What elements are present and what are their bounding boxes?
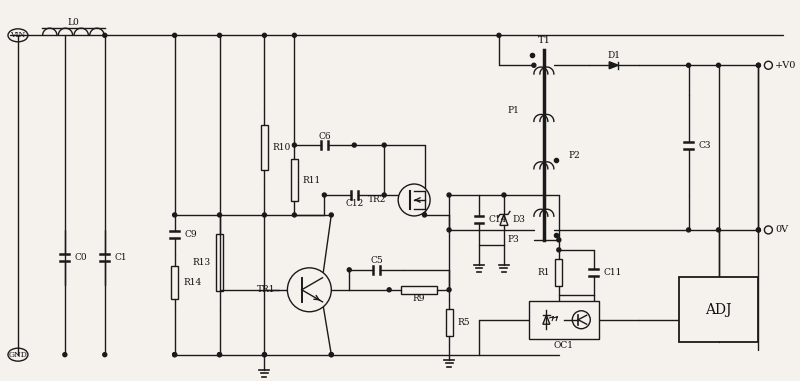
Bar — [261, 125, 268, 170]
Circle shape — [173, 213, 177, 217]
Text: R11: R11 — [303, 176, 321, 184]
Text: C3: C3 — [698, 141, 710, 150]
Text: C11: C11 — [603, 268, 622, 277]
Text: P1: P1 — [507, 106, 519, 115]
Circle shape — [757, 228, 761, 232]
Circle shape — [330, 213, 334, 217]
Circle shape — [330, 353, 334, 357]
Circle shape — [173, 353, 177, 357]
Circle shape — [387, 288, 391, 292]
Circle shape — [717, 228, 721, 232]
Text: R10: R10 — [273, 143, 291, 152]
Circle shape — [382, 143, 386, 147]
Circle shape — [262, 213, 266, 217]
Circle shape — [757, 63, 761, 67]
Bar — [216, 234, 223, 291]
Circle shape — [382, 193, 386, 197]
Text: C1: C1 — [114, 253, 127, 262]
Circle shape — [686, 63, 690, 67]
Text: T1: T1 — [538, 36, 550, 45]
Circle shape — [447, 288, 451, 292]
Circle shape — [497, 33, 501, 37]
Text: D3: D3 — [513, 215, 526, 224]
Ellipse shape — [8, 29, 28, 42]
Circle shape — [557, 248, 561, 252]
Circle shape — [347, 268, 351, 272]
Circle shape — [757, 228, 761, 232]
Circle shape — [330, 353, 334, 357]
Text: VIN: VIN — [10, 31, 26, 39]
Polygon shape — [610, 62, 618, 69]
Circle shape — [757, 63, 761, 67]
Circle shape — [287, 268, 331, 312]
Circle shape — [717, 63, 721, 67]
Circle shape — [686, 228, 690, 232]
Circle shape — [218, 213, 222, 217]
Circle shape — [102, 33, 106, 37]
Ellipse shape — [8, 348, 28, 361]
Text: C14: C14 — [489, 215, 507, 224]
Circle shape — [292, 143, 296, 147]
Bar — [171, 266, 178, 299]
Text: P3: P3 — [507, 235, 519, 244]
Text: C12: C12 — [345, 200, 363, 208]
Text: TR1: TR1 — [257, 285, 275, 294]
Circle shape — [557, 238, 561, 242]
Text: R9: R9 — [413, 294, 426, 303]
Text: C9: C9 — [184, 231, 197, 239]
Text: ADJ: ADJ — [706, 303, 732, 317]
Bar — [401, 286, 437, 294]
Circle shape — [102, 353, 106, 357]
Circle shape — [292, 33, 296, 37]
Circle shape — [447, 228, 451, 232]
Text: C0: C0 — [74, 253, 87, 262]
Text: R14: R14 — [183, 278, 202, 287]
Circle shape — [292, 213, 296, 217]
Circle shape — [63, 353, 67, 357]
Circle shape — [218, 353, 222, 357]
Bar — [678, 277, 758, 342]
Circle shape — [218, 353, 222, 357]
Text: L0: L0 — [67, 18, 79, 27]
Text: +V0: +V0 — [775, 61, 797, 70]
Bar — [529, 301, 598, 339]
Text: C5: C5 — [370, 256, 383, 265]
Circle shape — [173, 33, 177, 37]
Bar — [555, 259, 562, 286]
Circle shape — [322, 193, 326, 197]
Circle shape — [447, 193, 451, 197]
Text: R1: R1 — [538, 268, 550, 277]
Text: 0V: 0V — [775, 226, 789, 234]
Text: TR2: TR2 — [368, 195, 386, 205]
Circle shape — [218, 33, 222, 37]
Circle shape — [502, 193, 506, 197]
Circle shape — [262, 353, 266, 357]
Circle shape — [262, 353, 266, 357]
Text: GND: GND — [9, 351, 27, 359]
Bar — [291, 159, 298, 201]
Circle shape — [422, 213, 426, 217]
Circle shape — [173, 353, 177, 357]
Text: R5: R5 — [458, 318, 470, 327]
Circle shape — [262, 33, 266, 37]
Text: D1: D1 — [607, 51, 620, 60]
Text: OC1: OC1 — [554, 341, 574, 350]
Circle shape — [532, 63, 536, 67]
Text: P2: P2 — [569, 150, 581, 160]
Text: R13: R13 — [193, 258, 211, 267]
Circle shape — [398, 184, 430, 216]
Circle shape — [352, 143, 356, 147]
Bar — [446, 309, 453, 336]
Text: C6: C6 — [318, 131, 330, 141]
